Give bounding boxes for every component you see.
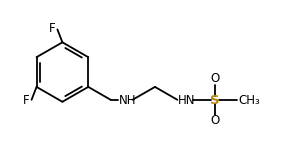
Text: F: F <box>49 22 56 35</box>
Text: NH: NH <box>119 94 136 107</box>
Text: O: O <box>211 114 220 127</box>
Text: CH₃: CH₃ <box>238 94 260 107</box>
Text: HN: HN <box>178 94 196 107</box>
Text: F: F <box>23 94 30 107</box>
Text: O: O <box>211 73 220 85</box>
Text: S: S <box>211 94 220 107</box>
